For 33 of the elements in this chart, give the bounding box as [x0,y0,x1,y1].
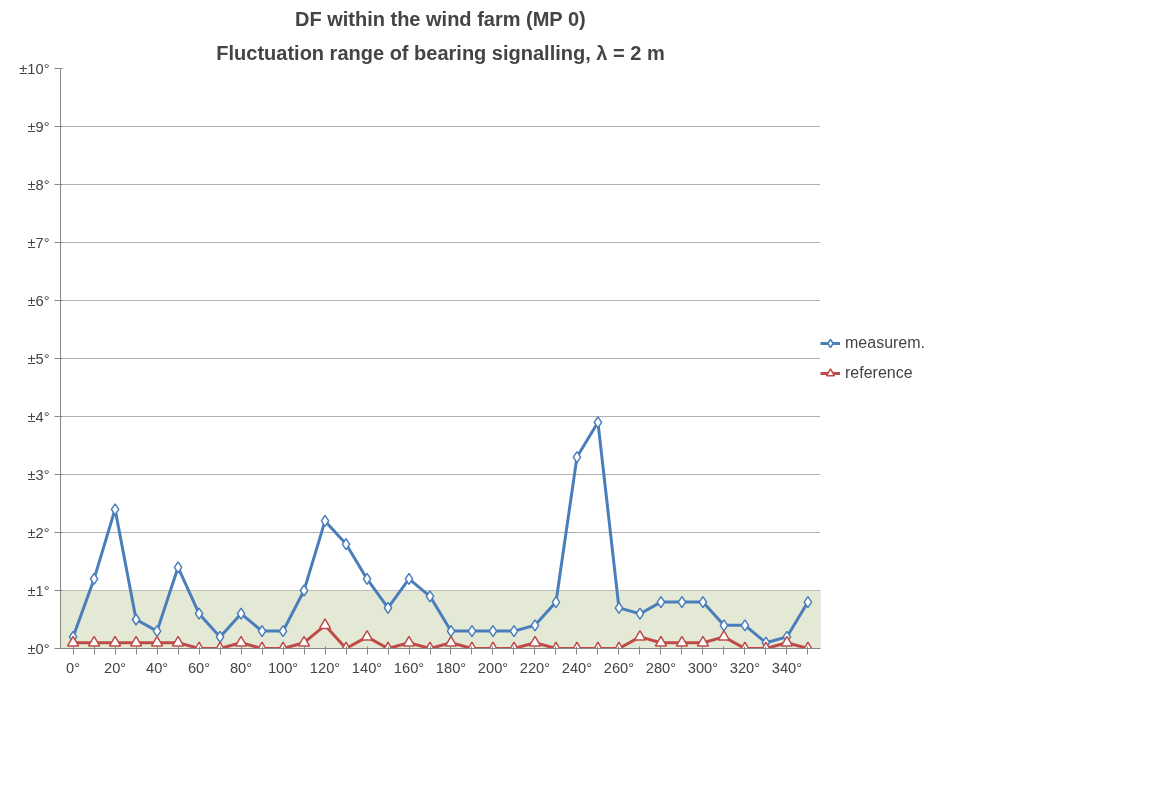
y-tick-label: ±8° [27,176,50,193]
x-tick-label: 140° [351,659,383,676]
x-tick-label: 340° [771,659,803,676]
x-tick-label: 60° [187,659,211,676]
x-tick-label: 200° [477,659,509,676]
y-tick-label: ±2° [27,524,50,541]
y-tick-label: ±6° [27,292,50,309]
y-tick-label: ±1° [27,582,50,599]
y-tick-label: ±10° [19,60,50,77]
y-tick-label: ±5° [27,350,50,367]
y-tick-label: ±4° [27,408,50,425]
x-tick-label: 20° [104,659,127,676]
x-tick-label: 120° [309,659,341,676]
y-tick-label: ±7° [27,234,50,251]
x-tick-label: 160° [393,659,425,676]
x-tick-label: 320° [729,659,761,676]
legend-label: reference [845,364,913,382]
x-tick-label: 280° [645,659,677,676]
chart-subtitle: Fluctuation range of bearing signalling, λ = 2 m [216,41,665,64]
x-tick-label: 180° [435,659,467,676]
y-tick-label: ±0° [27,640,50,657]
chart-title: DF within the wind farm (MP 0) [294,7,586,30]
x-tick-label: 220° [519,659,551,676]
x-tick-label: 100° [267,659,299,676]
legend-label: measurem. [845,334,926,352]
x-tick-label: 40° [145,659,169,676]
x-tick-label: 240° [561,659,593,676]
y-tick-label: ±3° [27,466,50,483]
y-tick-label: ±9° [27,118,50,135]
x-tick-label: 0° [66,659,81,676]
x-tick-label: 80° [229,659,253,676]
x-tick-label: 300° [687,659,719,676]
x-tick-label: 260° [603,659,635,676]
